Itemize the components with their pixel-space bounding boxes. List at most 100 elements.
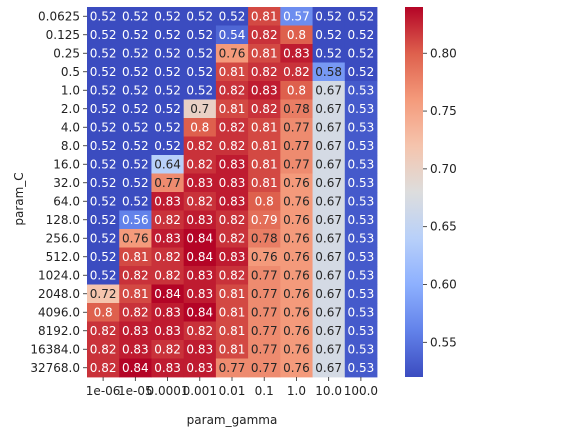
cell-value-label: 0.76 bbox=[283, 342, 310, 356]
cell-value-label: 0.53 bbox=[348, 213, 375, 227]
cell-value-label: 0.83 bbox=[186, 176, 213, 190]
y-tick-label: 0.5 bbox=[61, 65, 80, 79]
cell-value-label: 0.81 bbox=[122, 287, 149, 301]
cell-value-label: 0.81 bbox=[219, 305, 246, 319]
cell-value-label: 0.67 bbox=[315, 361, 342, 375]
cell-value-label: 0.52 bbox=[90, 102, 117, 116]
heatmap-cell bbox=[312, 284, 346, 304]
heatmap-cell bbox=[248, 229, 281, 248]
x-tick-label: 0.001 bbox=[183, 384, 217, 398]
heatmap-cell bbox=[183, 118, 217, 137]
y-tick-label: 256.0 bbox=[46, 231, 80, 245]
heatmap-cell bbox=[280, 99, 313, 119]
cell-value-label: 0.82 bbox=[90, 324, 117, 338]
heatmap-cell bbox=[312, 25, 346, 45]
cell-value-label: 0.8 bbox=[287, 28, 306, 42]
cell-value-label: 0.83 bbox=[219, 194, 246, 208]
heatmap-cell bbox=[119, 62, 152, 82]
heatmap-cell bbox=[280, 173, 313, 193]
heatmap-cell bbox=[344, 118, 378, 137]
heatmap-cell bbox=[151, 7, 185, 26]
heatmap-cell bbox=[248, 173, 281, 193]
heatmap-cell bbox=[119, 358, 152, 378]
cell-value-label: 0.52 bbox=[90, 83, 117, 97]
cell-value-label: 0.52 bbox=[154, 83, 181, 97]
heatmap-cell bbox=[151, 44, 185, 63]
heatmap-cell bbox=[248, 118, 281, 137]
heatmap-cell bbox=[119, 266, 152, 285]
cell-value-label: 0.77 bbox=[251, 287, 278, 301]
colorbar-gradient bbox=[405, 7, 423, 377]
cell-value-label: 0.52 bbox=[122, 9, 149, 23]
heatmap-cell bbox=[312, 266, 346, 285]
colorbar-tick-label: 0.65 bbox=[430, 220, 457, 234]
cell-value-label: 0.82 bbox=[90, 342, 117, 356]
heatmap-cell bbox=[215, 266, 249, 285]
heatmap-cell bbox=[119, 173, 152, 193]
cell-value-label: 0.76 bbox=[283, 194, 310, 208]
cell-value-label: 0.67 bbox=[315, 324, 342, 338]
heatmap-cell bbox=[280, 118, 313, 137]
cell-value-label: 0.53 bbox=[348, 194, 375, 208]
heatmap-cell bbox=[280, 192, 313, 211]
heatmap-cell bbox=[215, 99, 249, 119]
heatmap-cell bbox=[344, 173, 378, 193]
heatmap-cell bbox=[280, 266, 313, 285]
cell-value-label: 0.83 bbox=[186, 213, 213, 227]
cell-value-label: 0.81 bbox=[122, 250, 149, 264]
cell-value-label: 0.52 bbox=[122, 46, 149, 60]
cell-value-label: 0.53 bbox=[348, 102, 375, 116]
heatmap-cell bbox=[119, 118, 152, 137]
heatmap-cell bbox=[215, 155, 249, 174]
cell-value-label: 0.84 bbox=[186, 305, 213, 319]
heatmap-cell bbox=[344, 62, 378, 82]
cell-value-label: 0.52 bbox=[90, 250, 117, 264]
heatmap-cell bbox=[312, 99, 346, 119]
cell-value-label: 0.67 bbox=[315, 194, 342, 208]
heatmap-cell bbox=[248, 62, 281, 82]
y-tick-label: 32768.0 bbox=[30, 361, 80, 375]
cell-value-label: 0.52 bbox=[348, 9, 375, 23]
heatmap-cell bbox=[344, 303, 378, 322]
x-tick-label: 1e-06 bbox=[86, 384, 121, 398]
cell-value-label: 0.52 bbox=[186, 65, 213, 79]
heatmap-cell bbox=[87, 136, 120, 156]
heatmap-cell bbox=[280, 7, 313, 26]
heatmap-cell bbox=[312, 118, 346, 137]
heatmap-cell bbox=[280, 284, 313, 304]
heatmap-cell bbox=[183, 155, 217, 174]
heatmap-cell bbox=[87, 81, 120, 100]
heatmap-cell bbox=[183, 303, 217, 322]
heatmap-cell bbox=[151, 81, 185, 100]
y-tick-label: 16384.0 bbox=[30, 342, 80, 356]
y-tick-label: 0.125 bbox=[46, 28, 80, 42]
cell-value-label: 0.52 bbox=[90, 9, 117, 23]
cell-value-label: 0.53 bbox=[348, 120, 375, 134]
cell-value-label: 0.82 bbox=[122, 268, 149, 282]
cell-value-label: 0.83 bbox=[154, 305, 181, 319]
heatmap-cell bbox=[344, 25, 378, 45]
heatmap-cell bbox=[215, 25, 249, 45]
y-axis-label: param_C bbox=[12, 172, 26, 225]
cell-value-label: 0.53 bbox=[348, 231, 375, 245]
cell-value-label: 0.77 bbox=[251, 268, 278, 282]
colorbar-tick-label: 0.80 bbox=[430, 46, 457, 60]
y-tick-label: 2048.0 bbox=[38, 287, 80, 301]
cell-value-label: 0.52 bbox=[122, 139, 149, 153]
cell-value-label: 0.53 bbox=[348, 139, 375, 153]
cell-value-label: 0.52 bbox=[315, 46, 342, 60]
cell-value-label: 0.82 bbox=[283, 65, 310, 79]
heatmap-cell bbox=[119, 340, 152, 359]
cell-value-label: 0.83 bbox=[186, 268, 213, 282]
heatmap-cell bbox=[183, 229, 217, 248]
y-tick-label: 64.0 bbox=[53, 194, 80, 208]
cell-value-label: 0.83 bbox=[186, 287, 213, 301]
x-tick-label: 0.0001 bbox=[147, 384, 189, 398]
cell-value-label: 0.52 bbox=[154, 46, 181, 60]
heatmap-cell bbox=[312, 7, 346, 26]
heatmap-cell bbox=[87, 62, 120, 82]
heatmap-cell bbox=[151, 284, 185, 304]
heatmap-cell bbox=[215, 210, 249, 230]
cell-value-label: 0.76 bbox=[122, 231, 149, 245]
